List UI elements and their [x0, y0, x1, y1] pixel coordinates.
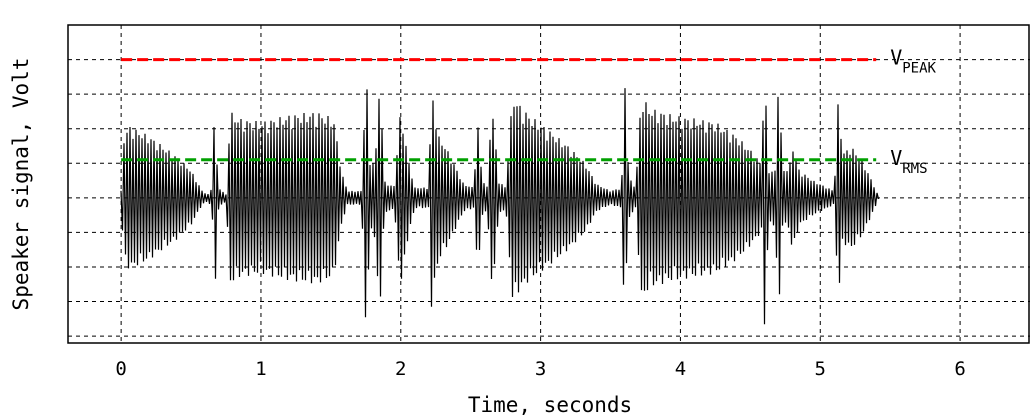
x-tick-label-1: 1: [255, 358, 266, 380]
x-tick-label-2: 2: [395, 358, 406, 380]
peak-label-main: V: [890, 46, 902, 70]
x-tick-label-0: 0: [115, 358, 126, 380]
x-tick-labels: 0 1 2 3 4 5 6: [115, 358, 965, 380]
rms-label-sub: RMS: [902, 161, 927, 177]
rms-label-main: V: [890, 146, 902, 170]
x-tick-label-5: 5: [815, 358, 826, 380]
peak-label: VPEAK: [890, 46, 936, 77]
grid-layer: [68, 25, 1030, 343]
x-tick-label-4: 4: [675, 358, 686, 380]
x-tick-label-6: 6: [954, 358, 965, 380]
plot-frame: [67, 24, 1030, 344]
signal-waveform: [120, 88, 880, 325]
x-tick-label-3: 3: [535, 358, 546, 380]
y-axis-title: Speaker signal, Volt: [9, 58, 33, 311]
rms-label: VRMS: [890, 146, 927, 177]
peak-label-sub: PEAK: [902, 61, 936, 77]
x-axis-title: Time, seconds: [468, 393, 632, 417]
